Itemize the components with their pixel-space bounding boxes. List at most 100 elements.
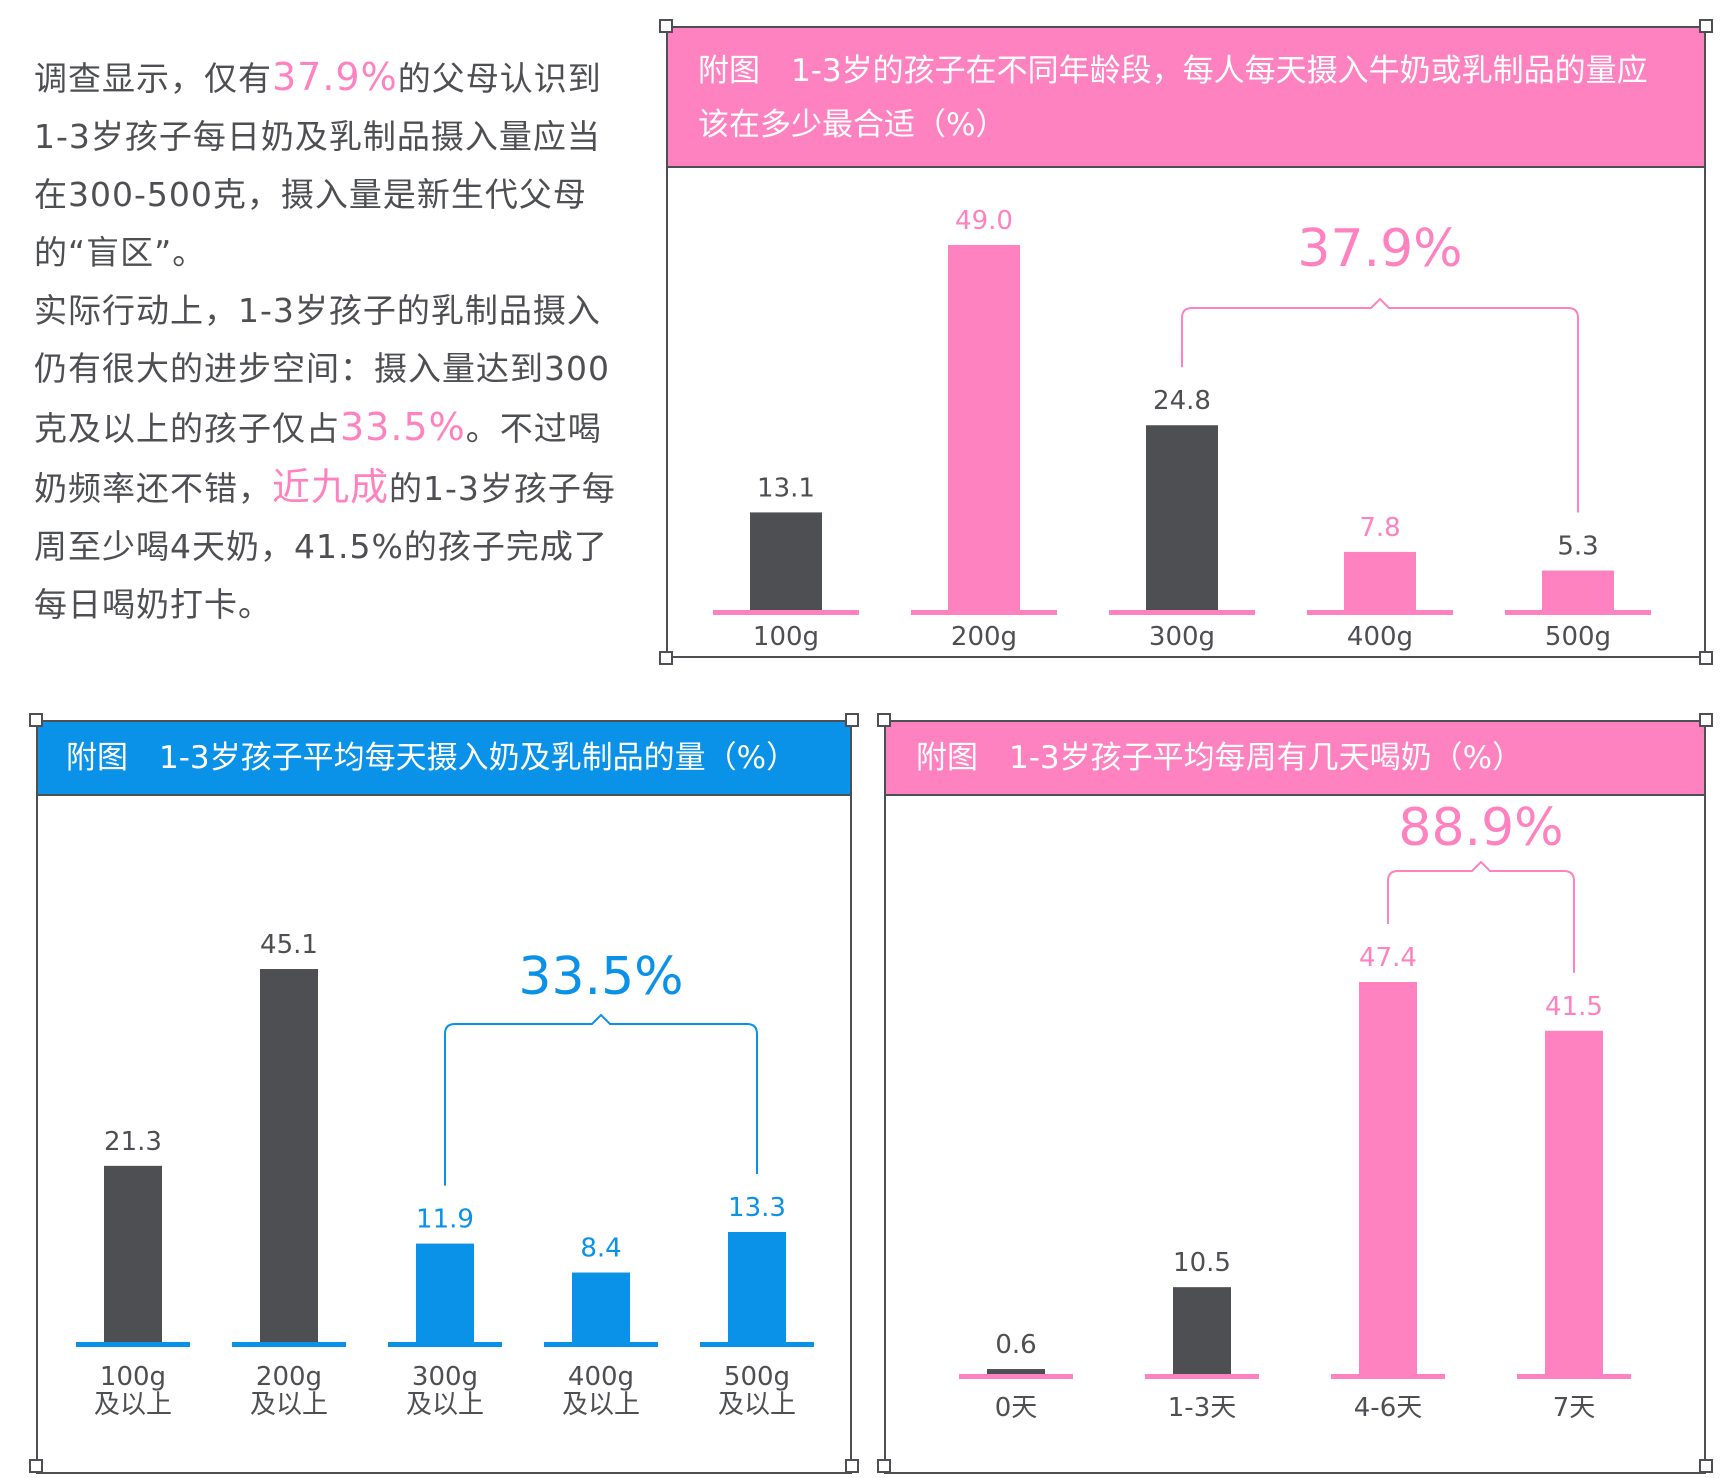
bar-baseline	[1331, 1374, 1445, 1379]
data-label: 45.1	[260, 930, 318, 960]
bracket-label: 37.9%	[1297, 219, 1462, 279]
bar-baseline	[1145, 1374, 1259, 1379]
intro-highlight-33-5: 33.5%	[340, 405, 466, 449]
resize-handle[interactable]	[845, 713, 859, 727]
bracket-line	[444, 1013, 758, 1186]
bracket-label: 33.5%	[518, 947, 683, 1007]
data-label: 13.1	[757, 473, 815, 503]
chart-title: 附图 1-3岁孩子平均每天摄入奶及乳制品的量（%）	[66, 740, 798, 776]
bar-baseline	[1505, 610, 1651, 615]
category-label: 100g	[100, 1362, 166, 1392]
bar-baseline	[1307, 610, 1453, 615]
category-label: 200g	[256, 1362, 322, 1392]
chart-title-bar: 附图 1-3岁的孩子在不同年龄段，每人每天摄入牛奶或乳制品的量应该在多少最合适（…	[668, 28, 1704, 168]
bar	[572, 1272, 630, 1342]
intro-highlight-nearly-ninety: 近九成	[272, 465, 390, 509]
bar	[750, 512, 822, 610]
category-label: 及以上	[94, 1390, 172, 1420]
bar	[948, 244, 1020, 610]
bracket-line	[1387, 860, 1575, 973]
chart-ideal-intake-svg: 13.1 100g 49.0 200g 24.8 300g 7.8 400g 5.3 500g 37…	[713, 206, 1651, 652]
category-label: 300g	[412, 1362, 478, 1392]
resize-handle[interactable]	[1699, 651, 1713, 665]
bar-baseline	[713, 610, 859, 615]
data-label: 0.6	[995, 1330, 1036, 1360]
resize-handle[interactable]	[845, 1459, 859, 1473]
chart-actual-intake-svg: 21.3100g及以上45.1200g及以上11.9300g及以上8.4400g…	[76, 930, 814, 1420]
chart-panel-actual-intake: 附图 1-3岁孩子平均每天摄入奶及乳制品的量（%） 21.3 100g 及以上 45.…	[36, 720, 852, 1474]
bar	[260, 969, 318, 1342]
category-label: 0天	[995, 1393, 1038, 1423]
bar	[1545, 1030, 1603, 1374]
bar-baseline	[388, 1342, 502, 1347]
intro-highlight-37-9: 37.9%	[272, 55, 398, 99]
category-label: 500g	[1545, 622, 1611, 652]
intro-text-segment: 。不过喝奶频率还不错，	[34, 409, 602, 508]
chart-weekly-days-svg: 0.6 0天 10.5 1-3天 47.4 4-6天 41.5 7天 88.9%	[959, 798, 1631, 1423]
intro-paragraph-1: 调查显示，仅有37.9%的父母认识到1-3岁孩子每日奶及乳制品摄入量应当在300…	[34, 48, 634, 282]
bar-baseline	[76, 1342, 190, 1347]
data-label: 41.5	[1545, 992, 1603, 1022]
data-label: 13.3	[728, 1193, 786, 1223]
bar	[416, 1243, 474, 1342]
data-label: 11.9	[416, 1205, 474, 1235]
chart-title-bar: 附图 1-3岁孩子平均每周有几天喝奶（%）	[886, 722, 1704, 796]
category-label: 300g	[1149, 622, 1215, 652]
category-label: 7天	[1553, 1393, 1596, 1423]
data-label: 7.8	[1359, 513, 1400, 543]
data-label: 49.0	[955, 206, 1013, 236]
bracket-label: 88.9%	[1398, 798, 1563, 858]
category-label: 500g	[724, 1362, 790, 1392]
data-label: 5.3	[1557, 532, 1598, 562]
intro-text-segment: 调查显示，仅有	[34, 59, 272, 98]
bar	[987, 1369, 1045, 1374]
resize-handle[interactable]	[29, 713, 43, 727]
intro-text: 调查显示，仅有37.9%的父母认识到1-3岁孩子每日奶及乳制品摄入量应当在300…	[34, 48, 634, 634]
category-label: 400g	[1347, 622, 1413, 652]
data-label: 21.3	[104, 1127, 162, 1157]
category-label: 100g	[753, 622, 819, 652]
intro-text-segment: 实际行动上，1-3岁孩子的乳制品摄入仍有很大的进步空间：摄入量达到300克及以上…	[34, 291, 610, 448]
data-label: 8.4	[580, 1234, 621, 1264]
bar-baseline	[544, 1342, 658, 1347]
chart-title-bar: 附图 1-3岁孩子平均每天摄入奶及乳制品的量（%）	[38, 722, 850, 796]
resize-handle[interactable]	[659, 19, 673, 33]
category-label: 1-3天	[1168, 1393, 1236, 1423]
bar-baseline	[1517, 1374, 1631, 1379]
category-label: 及以上	[718, 1390, 796, 1420]
bar	[1344, 551, 1416, 610]
category-label: 4-6天	[1354, 1393, 1422, 1423]
bar-baseline	[1109, 610, 1255, 615]
intro-paragraph-2: 实际行动上，1-3岁孩子的乳制品摄入仍有很大的进步空间：摄入量达到300克及以上…	[34, 282, 634, 634]
category-label: 及以上	[406, 1390, 484, 1420]
resize-handle[interactable]	[1699, 713, 1713, 727]
resize-handle[interactable]	[1699, 19, 1713, 33]
chart-panel-weekly-days: 附图 1-3岁孩子平均每周有几天喝奶（%） 0.6 0天 10.5 1-3天 47.4 4…	[884, 720, 1706, 1474]
category-label: 及以上	[250, 1390, 328, 1420]
bar	[104, 1165, 162, 1342]
chart-title: 附图 1-3岁孩子平均每周有几天喝奶（%）	[916, 740, 1524, 776]
resize-handle[interactable]	[877, 1459, 891, 1473]
bar	[1542, 570, 1614, 610]
bar	[1173, 1287, 1231, 1374]
bar	[728, 1232, 786, 1342]
bar	[1359, 982, 1417, 1374]
chart-panel-ideal-intake: 附图 1-3岁的孩子在不同年龄段，每人每天摄入牛奶或乳制品的量应该在多少最合适（…	[666, 26, 1706, 658]
data-label: 10.5	[1173, 1248, 1231, 1278]
bar-baseline	[700, 1342, 814, 1347]
resize-handle[interactable]	[659, 651, 673, 665]
resize-handle[interactable]	[29, 1459, 43, 1473]
category-label: 200g	[951, 622, 1017, 652]
data-label: 24.8	[1153, 386, 1211, 416]
bar-baseline	[232, 1342, 346, 1347]
resize-handle[interactable]	[1699, 1459, 1713, 1473]
chart-title: 附图 1-3岁的孩子在不同年龄段，每人每天摄入牛奶或乳制品的量应该在多少最合适（…	[698, 53, 1648, 143]
bar-baseline	[911, 610, 1057, 615]
category-label: 及以上	[562, 1390, 640, 1420]
bar-baseline	[959, 1374, 1073, 1379]
resize-handle[interactable]	[877, 713, 891, 727]
bracket-line	[1181, 297, 1579, 513]
intro-text-segment: 的父母认识到1-3岁孩子每日奶及乳制品摄入量应当在300-500克，摄入量是新生…	[34, 59, 602, 272]
bar	[1146, 425, 1218, 610]
data-label: 47.4	[1359, 943, 1417, 973]
